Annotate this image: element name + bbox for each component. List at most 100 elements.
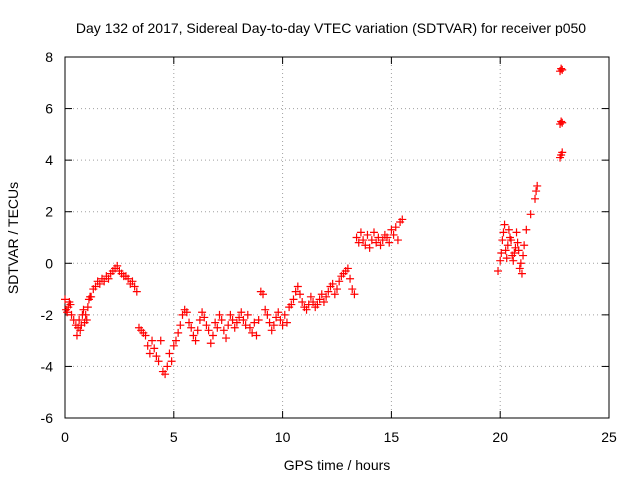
x-tick-label: 25 (601, 429, 617, 445)
data-point (163, 362, 172, 371)
y-tick-label: 2 (45, 204, 53, 220)
data-point (387, 225, 396, 234)
data-point (393, 236, 402, 245)
data-point (245, 323, 254, 332)
data-point (346, 274, 355, 283)
y-tick-labels: -6 -4 -2 0 2 4 6 8 (41, 49, 54, 426)
data-point (278, 321, 287, 330)
data-point (498, 236, 507, 245)
data-point (104, 274, 113, 283)
data-point (75, 316, 84, 325)
plot-area-frame (64, 56, 610, 419)
chart-title: Day 132 of 2017, Sidereal Day-to-day VTE… (76, 20, 586, 36)
data-point (558, 118, 567, 127)
data-point (500, 220, 509, 229)
x-tick-label: 15 (384, 429, 400, 445)
data-point (100, 277, 109, 286)
data-point (263, 310, 272, 319)
data-point (501, 246, 510, 255)
data-point (372, 238, 381, 247)
data-point (252, 331, 261, 340)
data-point (298, 297, 307, 306)
data-point (378, 236, 387, 245)
data-point (296, 290, 305, 299)
data-point (304, 300, 313, 309)
data-point (519, 251, 528, 260)
data-point (280, 310, 289, 319)
data-point (237, 308, 246, 317)
data-point (198, 308, 207, 317)
data-point (82, 316, 91, 325)
data-point (66, 300, 75, 309)
data-point (354, 238, 363, 247)
data-point (516, 259, 525, 268)
data-point (558, 65, 567, 74)
data-point (309, 297, 318, 306)
data-point (141, 331, 150, 340)
data-point (67, 310, 76, 319)
data-point (367, 236, 376, 245)
data-point (317, 290, 326, 299)
data-point (507, 236, 516, 245)
data-point (359, 236, 368, 245)
data-point (161, 370, 170, 379)
y-tick-label: -2 (41, 307, 54, 323)
data-point (265, 318, 274, 327)
data-point (306, 292, 315, 301)
y-tick-label: -4 (41, 358, 54, 374)
data-point (522, 225, 531, 234)
data-point (243, 310, 252, 319)
data-point (95, 279, 104, 288)
data-point (235, 313, 244, 322)
data-points (61, 64, 567, 379)
data-point (287, 300, 296, 309)
data-point (531, 194, 540, 203)
data-point (513, 238, 522, 247)
y-tick-label: 4 (45, 152, 53, 168)
data-point (494, 267, 503, 276)
data-point (512, 228, 521, 237)
data-point (558, 148, 567, 157)
data-point (208, 331, 217, 340)
axis-ticks (64, 56, 610, 419)
data-point (509, 256, 518, 265)
data-point (267, 326, 276, 335)
data-point (132, 287, 141, 296)
data-point (91, 282, 100, 291)
data-point (293, 282, 302, 291)
y-tick-label: 0 (45, 255, 53, 271)
data-point (206, 339, 215, 348)
y-tick-label: -6 (41, 410, 54, 426)
data-point (330, 290, 339, 299)
data-point (165, 349, 174, 358)
data-point (315, 295, 324, 304)
data-point (241, 321, 250, 330)
data-point (211, 318, 220, 327)
x-tick-label: 10 (275, 429, 291, 445)
data-point (232, 318, 241, 327)
chart-grid (65, 57, 609, 418)
x-axis-label: GPS time / hours (284, 457, 391, 473)
data-point (76, 326, 85, 335)
data-point (83, 303, 92, 312)
data-point (504, 225, 513, 234)
data-point (282, 318, 291, 327)
data-point (350, 290, 359, 299)
data-point (217, 316, 226, 325)
data-point (333, 285, 341, 294)
data-point (322, 292, 331, 301)
x-tick-label: 0 (61, 429, 69, 445)
data-point (385, 238, 394, 247)
data-point (176, 321, 185, 330)
data-point (324, 287, 333, 296)
data-point (254, 316, 263, 325)
y-tick-label: 8 (45, 49, 53, 65)
data-point (517, 269, 526, 278)
data-point (61, 295, 69, 304)
data-point (343, 264, 352, 273)
data-point (557, 117, 566, 126)
data-point (389, 230, 398, 239)
y-axis-label: SDTVAR / TECUs (5, 182, 21, 294)
data-point (72, 331, 81, 340)
